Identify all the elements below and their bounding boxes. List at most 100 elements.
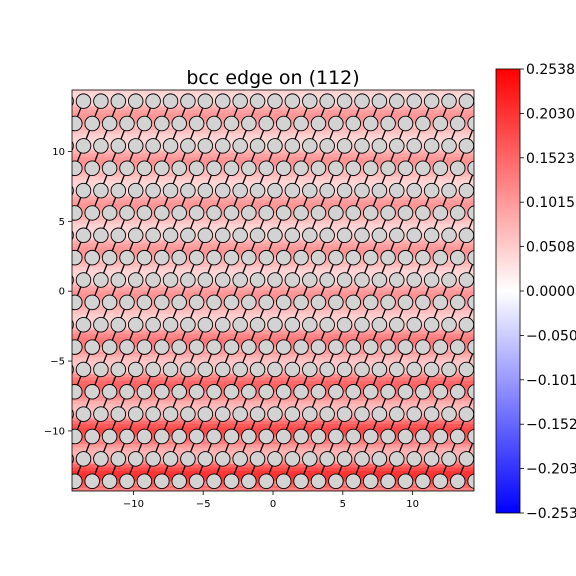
atom bbox=[93, 138, 109, 154]
strain-band bbox=[72, 223, 474, 228]
atom bbox=[241, 115, 257, 132]
colorbar-tick-label: 0.1523 bbox=[526, 151, 575, 167]
atom bbox=[154, 428, 170, 445]
atom bbox=[477, 452, 492, 467]
atom bbox=[423, 406, 440, 422]
atom bbox=[154, 249, 170, 266]
atom bbox=[389, 138, 405, 154]
atom bbox=[72, 294, 83, 311]
colorbar bbox=[495, 68, 521, 514]
strain-band bbox=[72, 243, 474, 248]
atom bbox=[267, 227, 283, 244]
atom bbox=[371, 272, 388, 288]
atom bbox=[371, 316, 388, 333]
atom bbox=[284, 272, 301, 288]
atom bbox=[406, 227, 422, 244]
atom bbox=[72, 115, 83, 132]
strain-band bbox=[72, 116, 474, 121]
bond-arrow bbox=[475, 459, 484, 481]
atom bbox=[241, 249, 257, 266]
atom bbox=[188, 294, 205, 311]
atom bbox=[302, 316, 318, 333]
atom bbox=[458, 272, 474, 288]
atom bbox=[75, 138, 92, 154]
atom bbox=[145, 361, 161, 378]
atom bbox=[397, 205, 414, 221]
atom bbox=[458, 361, 474, 378]
atom bbox=[136, 384, 153, 400]
atom bbox=[162, 406, 179, 422]
atom bbox=[214, 316, 231, 333]
atom bbox=[206, 249, 222, 266]
atom bbox=[415, 115, 431, 132]
atom bbox=[293, 473, 309, 489]
strain-band bbox=[72, 350, 474, 355]
atom bbox=[197, 138, 214, 154]
strain-band bbox=[72, 206, 474, 211]
atom bbox=[354, 316, 370, 333]
atom bbox=[188, 249, 205, 266]
strain-band bbox=[72, 160, 474, 165]
colorbar-tick-label: 0.0000 bbox=[526, 284, 575, 300]
atom bbox=[354, 227, 370, 244]
atom bbox=[72, 339, 83, 355]
atom bbox=[232, 451, 248, 467]
atom bbox=[441, 93, 457, 109]
atom bbox=[206, 294, 222, 311]
atom bbox=[188, 428, 205, 445]
atom bbox=[72, 275, 74, 286]
bond-arrow bbox=[475, 146, 484, 168]
atom bbox=[84, 384, 100, 400]
atom bbox=[127, 272, 144, 288]
atom bbox=[380, 249, 396, 266]
atom bbox=[302, 451, 318, 467]
atom bbox=[197, 451, 214, 467]
atom bbox=[397, 160, 414, 176]
strain-band bbox=[72, 130, 474, 135]
strain-band bbox=[72, 90, 474, 94]
atom bbox=[110, 451, 127, 467]
strain-band bbox=[72, 263, 474, 268]
atom bbox=[336, 451, 353, 467]
atom bbox=[232, 227, 248, 244]
atom bbox=[249, 93, 266, 109]
atom bbox=[432, 384, 449, 400]
atom bbox=[362, 339, 379, 355]
atom bbox=[275, 205, 292, 221]
atom bbox=[441, 406, 457, 422]
atom bbox=[432, 205, 449, 221]
atom bbox=[423, 316, 440, 333]
atom bbox=[397, 428, 414, 445]
atom bbox=[441, 361, 457, 378]
atom bbox=[197, 316, 214, 333]
strain-band bbox=[72, 196, 474, 201]
atom bbox=[380, 339, 396, 355]
bond-arrow bbox=[475, 414, 484, 436]
atom bbox=[432, 115, 449, 132]
atom bbox=[293, 205, 309, 221]
atom bbox=[477, 407, 492, 422]
atom bbox=[477, 183, 492, 198]
y-tick-label: 10 bbox=[52, 147, 65, 158]
atom bbox=[145, 138, 161, 154]
atom bbox=[93, 272, 109, 288]
atom bbox=[397, 115, 414, 132]
atom bbox=[345, 160, 362, 176]
atom bbox=[477, 273, 492, 288]
atom bbox=[84, 428, 100, 445]
atom bbox=[75, 182, 92, 199]
atom bbox=[336, 406, 353, 422]
atom bbox=[93, 93, 109, 109]
atom bbox=[127, 451, 144, 467]
atom bbox=[275, 294, 292, 311]
atom bbox=[371, 451, 388, 467]
atom bbox=[354, 406, 370, 422]
atom bbox=[267, 138, 283, 154]
atom bbox=[241, 205, 257, 221]
atom bbox=[162, 316, 179, 333]
atom bbox=[101, 428, 118, 445]
atom bbox=[458, 93, 474, 109]
atom bbox=[188, 115, 205, 132]
atom bbox=[171, 294, 187, 311]
atom bbox=[354, 93, 370, 109]
